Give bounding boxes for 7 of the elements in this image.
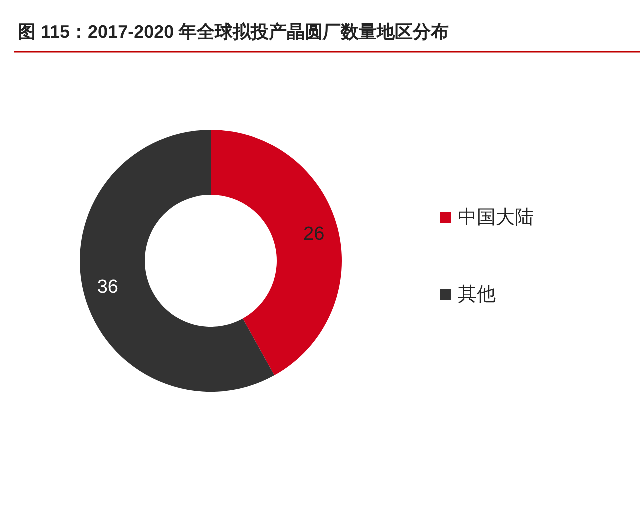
data-label: 26 [304,224,325,245]
donut-slice [80,130,275,392]
legend-label: 中国大陆 [458,208,534,228]
data-label: 36 [97,277,118,298]
chart-title: 图 115：2017-2020 年全球拟投产晶圆厂数量地区分布 [18,22,450,42]
legend-label: 其他 [458,284,496,306]
donut-slice [211,130,342,376]
